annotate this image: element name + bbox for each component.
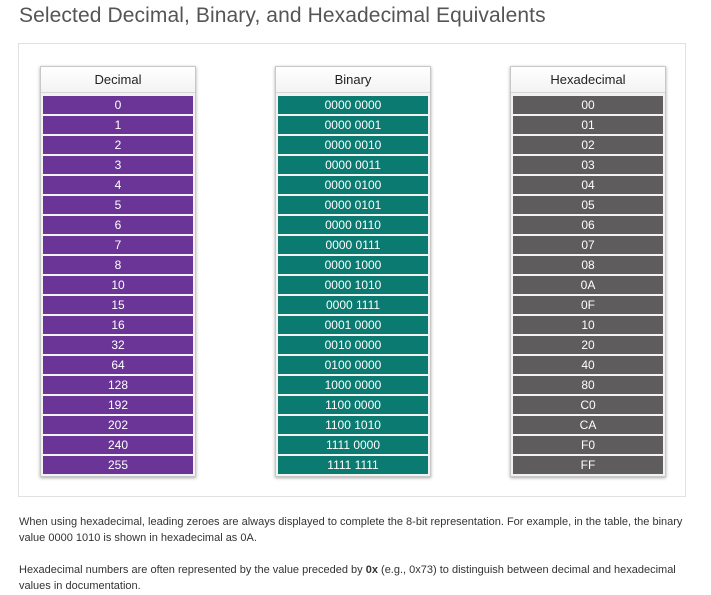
binary-cell: 0000 0111: [278, 236, 428, 254]
binary-cell: 0000 0000: [278, 96, 428, 114]
decimal-cell: 2: [43, 136, 193, 154]
decimal-cells: 0 1 2 3 4 5 6 7 8 10 15 16 32 64 128 192 202 240 255: [43, 96, 193, 474]
hexadecimal-cell: 20: [513, 336, 663, 354]
hexadecimal-cell: CA: [513, 416, 663, 434]
binary-column: Binary 0000 0000 0000 0001 0000 0010 0000 0…: [275, 66, 431, 477]
binary-cell: 1100 1010: [278, 416, 428, 434]
binary-cell: 0000 1000: [278, 256, 428, 274]
binary-cell: 1100 0000: [278, 396, 428, 414]
hexadecimal-cell: 03: [513, 156, 663, 174]
decimal-cell: 15: [43, 296, 193, 314]
binary-column-header: Binary: [276, 67, 430, 93]
binary-cell: 1111 0000: [278, 436, 428, 454]
decimal-cell: 1: [43, 116, 193, 134]
binary-cell: 0001 0000: [278, 316, 428, 334]
hexadecimal-cell: 10: [513, 316, 663, 334]
leading-zeroes-paragraph: When using hexadecimal, leading zeroes a…: [19, 516, 683, 544]
binary-cell: 0000 1111: [278, 296, 428, 314]
decimal-cell: 192: [43, 396, 193, 414]
hexadecimal-cell: 08: [513, 256, 663, 274]
hex-prefix-bold: 0x: [365, 564, 378, 576]
binary-cell: 0000 0101: [278, 196, 428, 214]
equivalents-table-panel: Decimal 0 1 2 3 4 5 6 7 8 10 15 16 32 64 128 192 202 240 2…: [18, 43, 686, 497]
hexadecimal-cell: 40: [513, 356, 663, 374]
hexadecimal-cell: 05: [513, 196, 663, 214]
decimal-cell: 240: [43, 436, 193, 454]
decimal-cell: 3: [43, 156, 193, 174]
hexadecimal-cell: F0: [513, 436, 663, 454]
hexadecimal-cell: 80: [513, 376, 663, 394]
decimal-cell: 64: [43, 356, 193, 374]
binary-cell: 1111 1111: [278, 456, 428, 474]
hexadecimal-cell: 07: [513, 236, 663, 254]
hexadecimal-cell: 01: [513, 116, 663, 134]
binary-cell: 1000 0000: [278, 376, 428, 394]
decimal-cell: 7: [43, 236, 193, 254]
hexadecimal-cells: 00 01 02 03 04 05 06 07 08 0A 0F 10 20 40 80 C0 CA F0 FF: [513, 96, 663, 474]
binary-cell: 0010 0000: [278, 336, 428, 354]
decimal-cell: 16: [43, 316, 193, 334]
decimal-cell: 255: [43, 456, 193, 474]
hexadecimal-cell: 0F: [513, 296, 663, 314]
binary-cell: 0000 1010: [278, 276, 428, 294]
decimal-cell: 5: [43, 196, 193, 214]
decimal-cell: 202: [43, 416, 193, 434]
hexadecimal-cell: C0: [513, 396, 663, 414]
decimal-cell: 8: [43, 256, 193, 274]
binary-cell: 0000 0001: [278, 116, 428, 134]
binary-cell: 0000 0011: [278, 156, 428, 174]
hexadecimal-cell: 00: [513, 96, 663, 114]
decimal-column-header: Decimal: [41, 67, 195, 93]
hexadecimal-column-header: Hexadecimal: [511, 67, 665, 93]
decimal-cell: 32: [43, 336, 193, 354]
hexadecimal-cell: 04: [513, 176, 663, 194]
decimal-column: Decimal 0 1 2 3 4 5 6 7 8 10 15 16 32 64 128 192 202 240 2…: [40, 66, 196, 477]
hexadecimal-cell: 0A: [513, 276, 663, 294]
hexadecimal-column: Hexadecimal 00 01 02 03 04 05 06 07 08 0A 0F 10 20 40…: [510, 66, 666, 477]
hex-prefix-paragraph: Hexadecimal numbers are often represente…: [19, 562, 689, 594]
binary-cell: 0100 0000: [278, 356, 428, 374]
hexadecimal-cell: FF: [513, 456, 663, 474]
hex-prefix-text-after: (e.g., 0x73) to distinguish between deci…: [19, 564, 676, 592]
hexadecimal-cell: 02: [513, 136, 663, 154]
decimal-cell: 128: [43, 376, 193, 394]
decimal-cell: 0: [43, 96, 193, 114]
decimal-cell: 4: [43, 176, 193, 194]
page-title: Selected Decimal, Binary, and Hexadecima…: [19, 4, 546, 27]
decimal-cell: 10: [43, 276, 193, 294]
binary-cell: 0000 0110: [278, 216, 428, 234]
binary-cell: 0000 0100: [278, 176, 428, 194]
hex-prefix-text-before: Hexadecimal numbers are often represente…: [19, 564, 366, 576]
decimal-cell: 6: [43, 216, 193, 234]
hexadecimal-cell: 06: [513, 216, 663, 234]
binary-cells: 0000 0000 0000 0001 0000 0010 0000 0011 0000…: [278, 96, 428, 474]
binary-cell: 0000 0010: [278, 136, 428, 154]
